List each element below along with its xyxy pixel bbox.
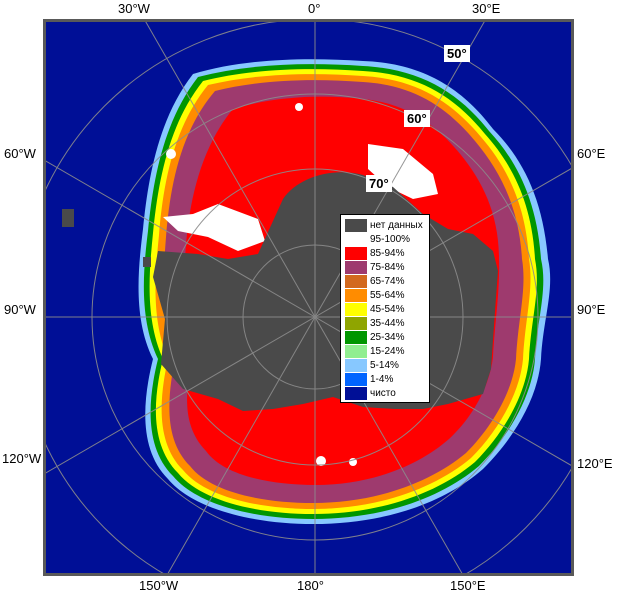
legend-item: 45-54% bbox=[345, 303, 404, 316]
legend-label: 75-84% bbox=[370, 262, 405, 273]
legend-label: 45-54% bbox=[370, 304, 405, 315]
lon-label-left-120w: 120°W bbox=[2, 451, 42, 466]
legend-label: 35-44% bbox=[370, 318, 405, 329]
legend-swatch bbox=[345, 247, 367, 260]
legend-swatch bbox=[345, 373, 367, 386]
ice-patch bbox=[62, 209, 74, 227]
legend-label: чисто bbox=[370, 388, 396, 399]
legend-item: 95-100% bbox=[345, 233, 410, 246]
legend-item: 5-14% bbox=[345, 359, 399, 372]
legend-label: 85-94% bbox=[370, 248, 405, 259]
legend-item: 15-24% bbox=[345, 345, 404, 358]
legend-item: 35-44% bbox=[345, 317, 404, 330]
lon-label-top-30e: 30°E bbox=[472, 1, 501, 16]
legend-swatch bbox=[345, 359, 367, 372]
legend-label: нет данных bbox=[370, 220, 423, 231]
ice-patch-95-100 bbox=[368, 144, 438, 199]
legend-label: 15-24% bbox=[370, 346, 405, 357]
lat-label-50: 50° bbox=[444, 45, 470, 62]
legend-swatch bbox=[345, 331, 367, 344]
lat-label-60: 60° bbox=[404, 110, 430, 127]
legend-swatch bbox=[345, 233, 367, 246]
legend-item: 85-94% bbox=[345, 247, 404, 260]
lon-label-bottom-150e: 150°E bbox=[450, 578, 486, 593]
legend-label: 5-14% bbox=[370, 360, 399, 371]
legend-label: 65-74% bbox=[370, 276, 405, 287]
ice-concentration-map bbox=[41, 17, 576, 578]
ice-patch-95-100 bbox=[166, 149, 176, 159]
legend-label: 95-100% bbox=[370, 234, 411, 245]
legend-swatch bbox=[345, 317, 367, 330]
legend-item: 25-34% bbox=[345, 331, 404, 344]
ice-patch-95-100 bbox=[316, 456, 326, 466]
lon-label-right-120e: 120°E bbox=[577, 456, 613, 471]
lat-label-70: 70° bbox=[366, 175, 392, 192]
lon-label-bottom-150w: 150°W bbox=[139, 578, 179, 593]
lon-label-right-60e: 60°E bbox=[577, 146, 606, 161]
legend-swatch bbox=[345, 387, 367, 400]
legend-swatch bbox=[345, 275, 367, 288]
lon-label-bottom-180: 180° bbox=[297, 578, 324, 593]
legend-label: 55-64% bbox=[370, 290, 405, 301]
map-canvas bbox=[41, 17, 576, 578]
legend-label: 25-34% bbox=[370, 332, 405, 343]
ice-patch-95-100 bbox=[163, 204, 265, 251]
legend-item: 75-84% bbox=[345, 261, 404, 274]
legend-item: 65-74% bbox=[345, 275, 404, 288]
ice-patch bbox=[143, 257, 151, 267]
lon-label-top-0: 0° bbox=[308, 1, 321, 16]
legend-item: нет данных bbox=[345, 219, 423, 232]
legend-swatch bbox=[345, 289, 367, 302]
legend-swatch bbox=[345, 219, 367, 232]
legend-swatch bbox=[345, 261, 367, 274]
legend-item: 1-4% bbox=[345, 373, 393, 386]
map-border bbox=[41, 17, 576, 578]
legend-item: чисто bbox=[345, 387, 396, 400]
lon-label-top-30w: 30°W bbox=[118, 1, 150, 16]
legend-label: 1-4% bbox=[370, 374, 394, 385]
meridian-120 bbox=[43, 166, 574, 476]
lon-label-right-90e: 90°E bbox=[577, 302, 606, 317]
legend-item: 55-64% bbox=[345, 289, 404, 302]
ice-patch-95-100 bbox=[295, 103, 303, 111]
legend-swatch bbox=[345, 303, 367, 316]
lon-label-left-60w: 60°W bbox=[4, 146, 36, 161]
lon-label-left-90w: 90°W bbox=[4, 302, 36, 317]
legend: нет данных 95-100% 85-94% 75-84% 65-74% 55-64… bbox=[340, 214, 430, 403]
legend-swatch bbox=[345, 345, 367, 358]
